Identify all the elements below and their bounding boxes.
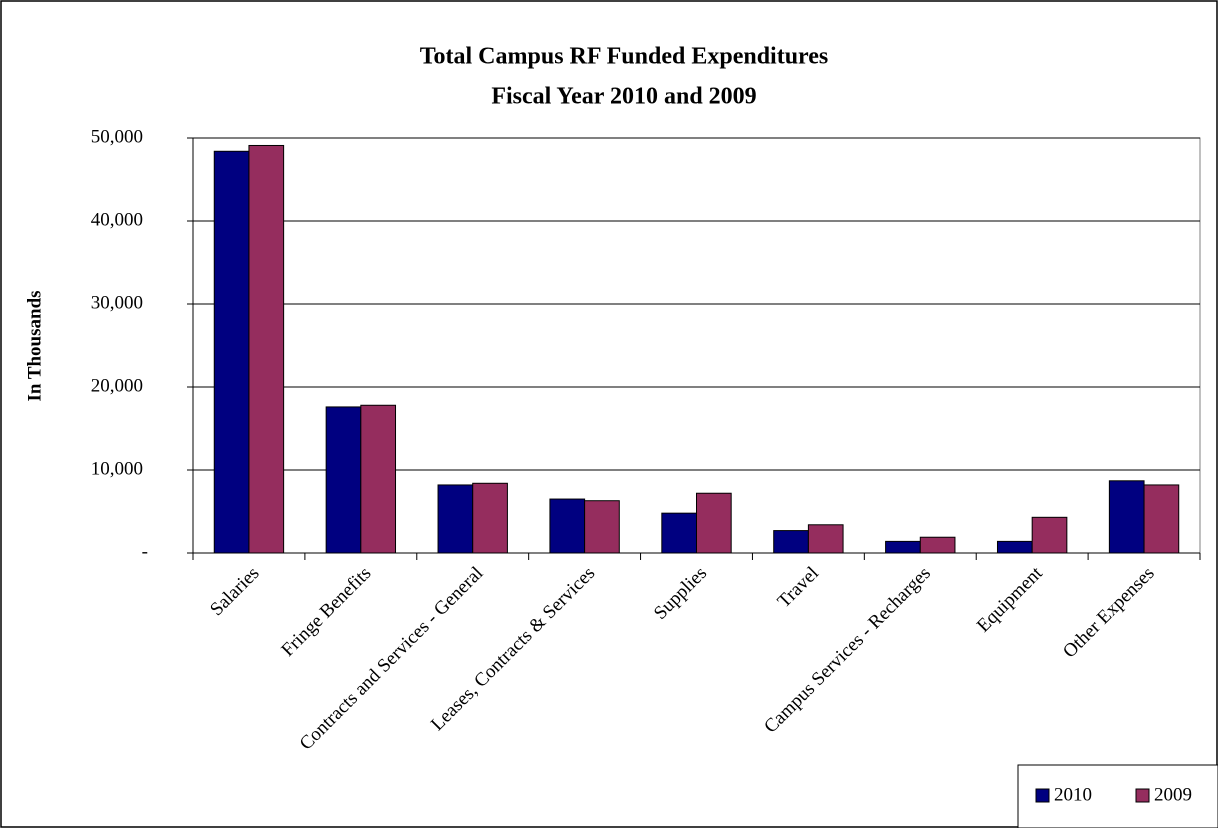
legend-label: 2010 [1054,784,1092,805]
bar [437,484,474,554]
bar [584,500,620,554]
bar [248,144,285,554]
bar [360,404,397,554]
y-tick-label: 10,000 [91,458,143,479]
bar [885,540,921,554]
chart-subtitle: Fiscal Year 2010 and 2009 [491,84,756,110]
legend-swatch [1135,788,1150,803]
bar [773,530,809,554]
bar [996,540,1033,554]
bar [213,150,250,554]
bar [919,536,956,554]
bar [696,492,732,554]
bar [1108,480,1145,554]
bar [661,512,698,554]
bar [472,482,508,554]
y-tick-label: - [142,541,148,562]
y-tick-label: 30,000 [91,292,143,313]
bar [1031,516,1068,554]
bar [807,524,844,554]
bar [549,498,586,554]
legend-box [1017,764,1218,828]
legend-swatch [1035,788,1050,803]
legend-label: 2009 [1154,784,1192,805]
y-axis-label: In Thousands [24,290,45,401]
y-tick-label: 50,000 [91,126,143,147]
bar [1143,484,1180,554]
y-tick-label: 20,000 [91,375,143,396]
chart-title: Total Campus RF Funded Expenditures [420,44,829,70]
y-tick-label: 40,000 [91,209,143,230]
bar [325,406,362,554]
